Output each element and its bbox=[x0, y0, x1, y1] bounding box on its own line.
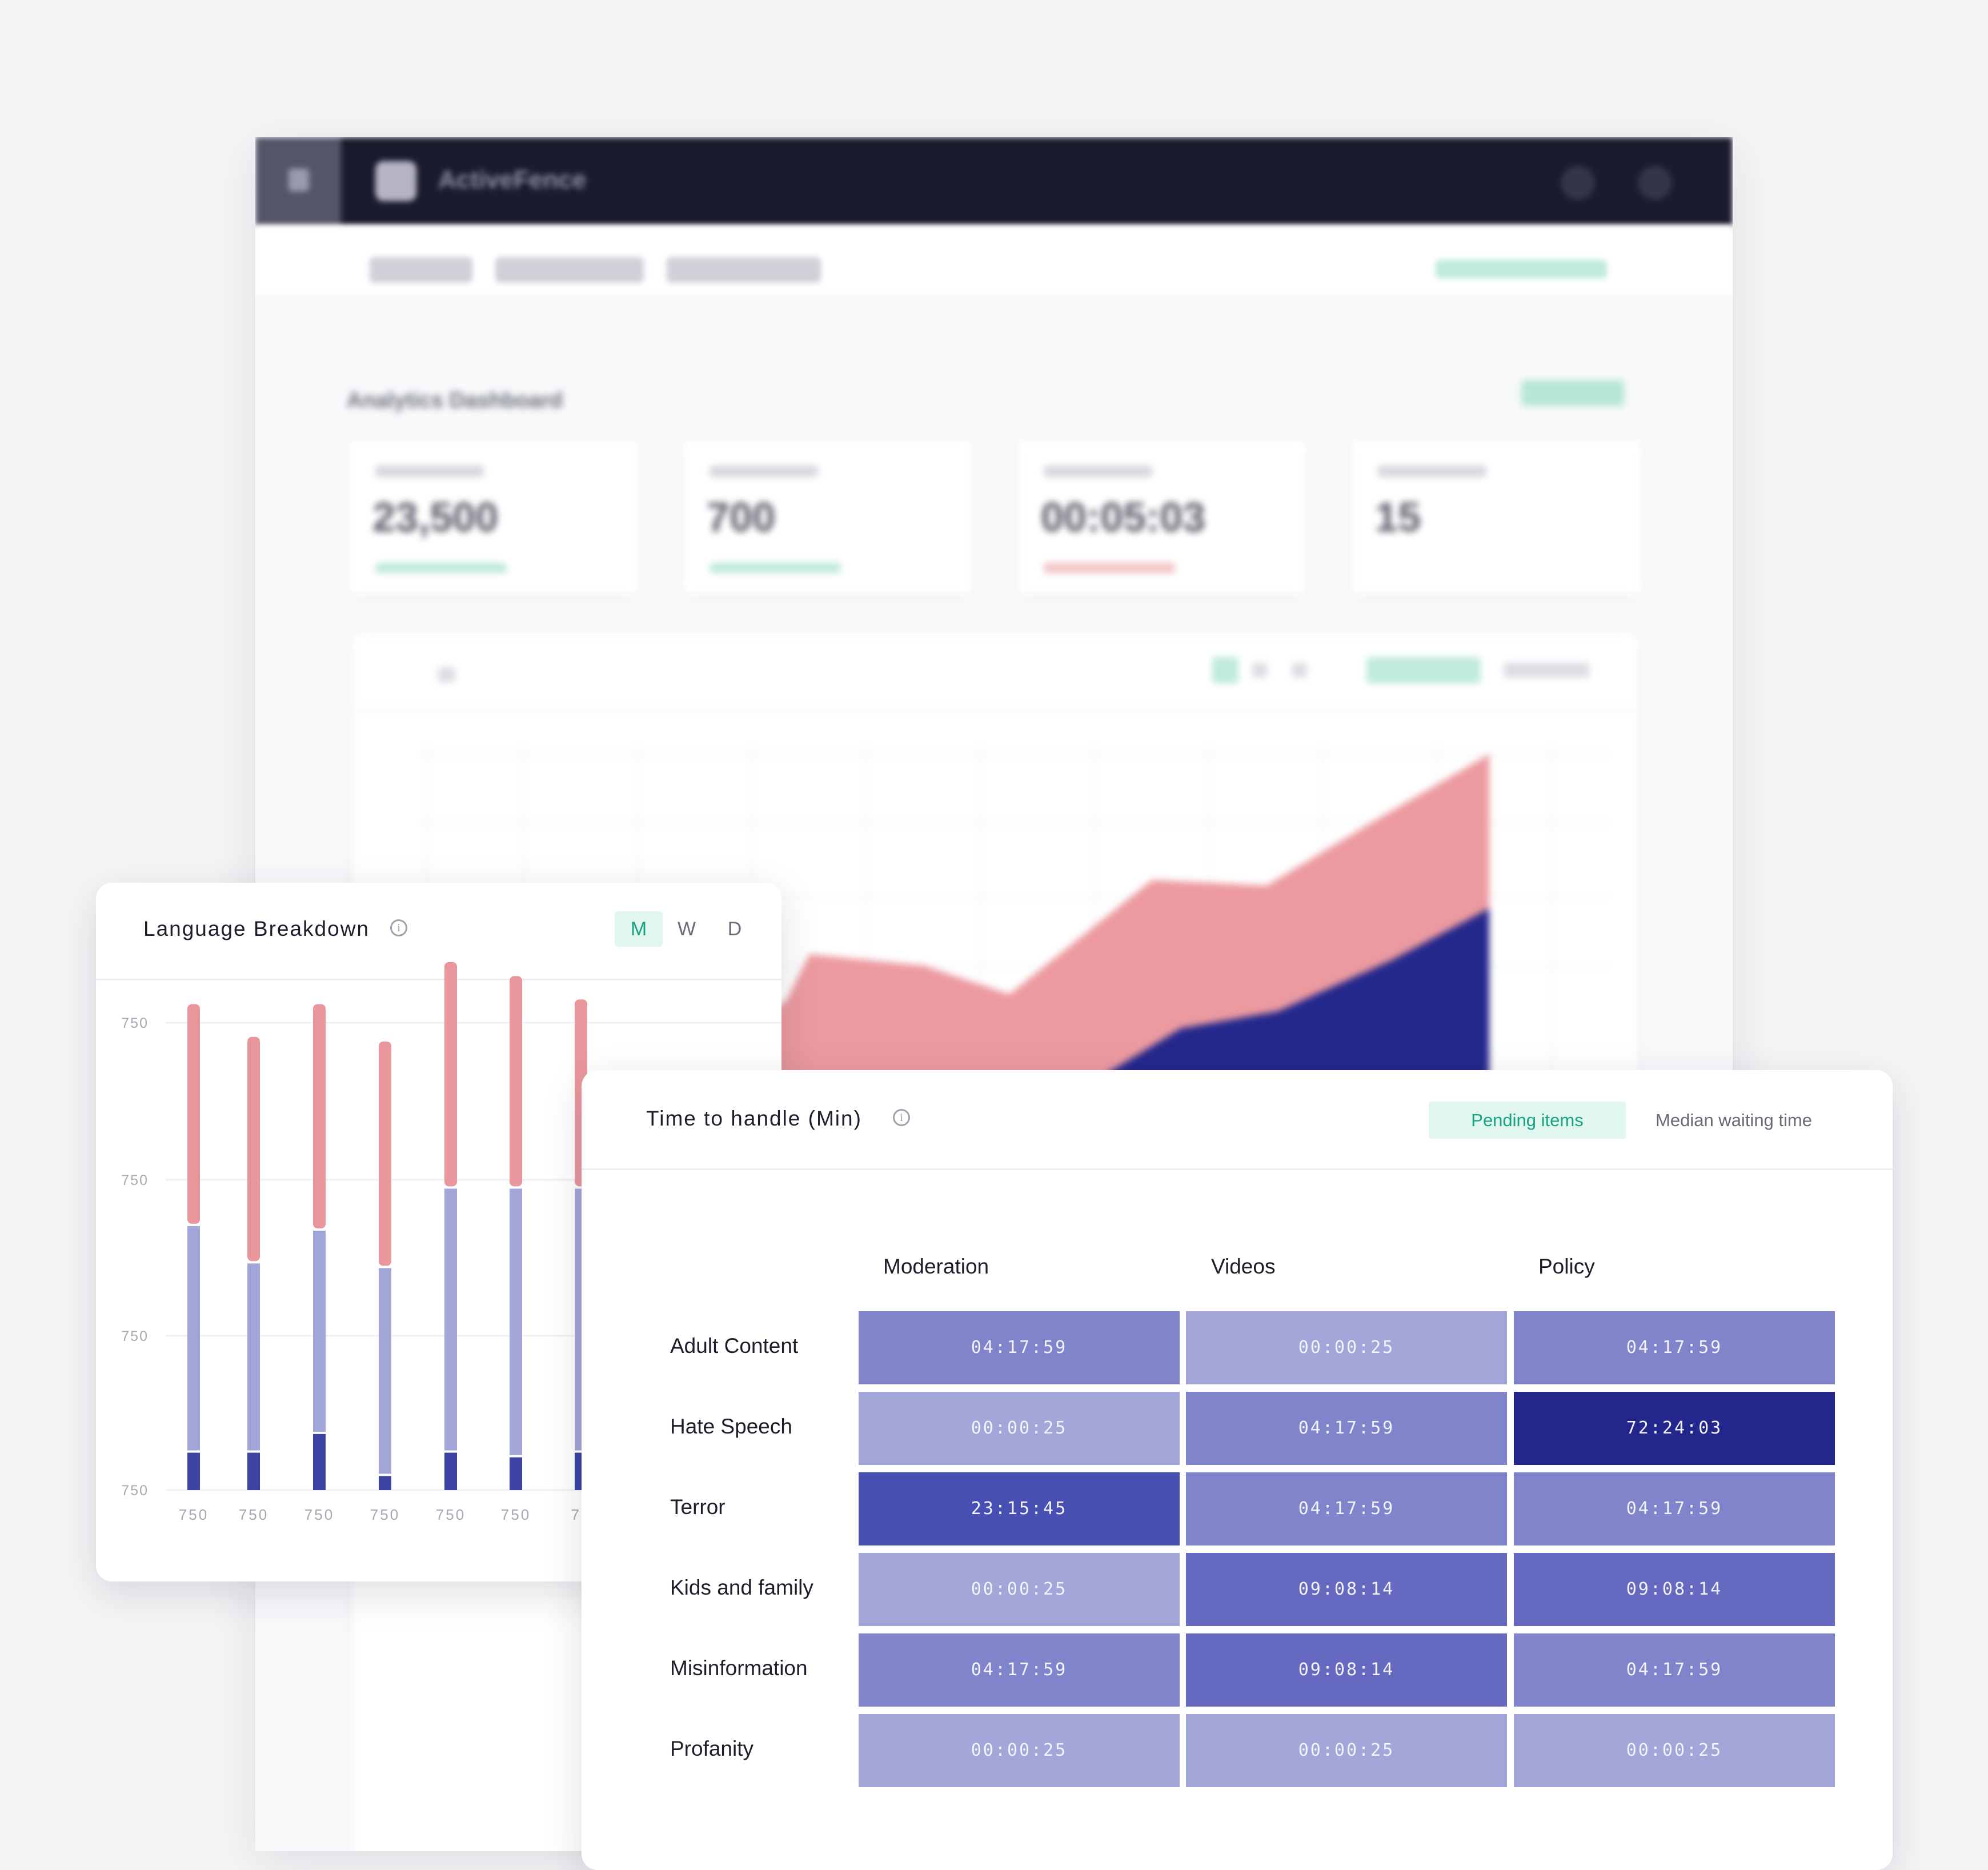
row-header: Profanity bbox=[670, 1737, 754, 1760]
stat-value: 15 bbox=[1375, 495, 1421, 540]
heatmap-cell[interactable]: 04:17:59 bbox=[859, 1311, 1180, 1384]
bar-segment-top bbox=[313, 1004, 326, 1229]
bar-segment-top bbox=[379, 1041, 391, 1266]
heatmap-cell[interactable]: 09:08:14 bbox=[1186, 1633, 1507, 1707]
bar-segment-middle bbox=[510, 1188, 522, 1455]
row-header: Adult Content bbox=[670, 1334, 799, 1358]
stat-card: 700 bbox=[684, 440, 972, 594]
bar-segment-top bbox=[444, 962, 457, 1187]
bar-segment-middle bbox=[247, 1263, 260, 1451]
menu-button[interactable] bbox=[255, 137, 341, 226]
heatmap-cell[interactable]: 00:00:25 bbox=[859, 1714, 1180, 1787]
period-day-button[interactable]: D bbox=[727, 918, 742, 940]
bar-segment-top bbox=[510, 976, 522, 1187]
heatmap-cell[interactable]: 04:17:59 bbox=[1514, 1472, 1835, 1545]
page-title: Analytics Dashboard bbox=[347, 389, 563, 413]
stat-value: 23,500 bbox=[372, 495, 499, 540]
x-tick-label: 750 bbox=[239, 1506, 268, 1523]
filter-pill[interactable] bbox=[370, 257, 472, 283]
heatmap-cell[interactable]: 00:00:25 bbox=[859, 1553, 1180, 1626]
row-header: Terror bbox=[670, 1495, 726, 1519]
stat-card: 15 bbox=[1352, 440, 1641, 594]
y-tick-label: 750 bbox=[121, 1328, 149, 1344]
bar-segment-middle bbox=[444, 1188, 457, 1451]
filter-bar bbox=[255, 226, 1733, 294]
row-header: Hate Speech bbox=[670, 1415, 792, 1438]
bar-segment-bottom bbox=[510, 1457, 522, 1490]
tab-pending-items[interactable]: Pending items bbox=[1429, 1102, 1626, 1139]
stat-value: 700 bbox=[707, 495, 776, 540]
bar-segment-bottom bbox=[379, 1476, 391, 1490]
menu-icon bbox=[288, 169, 309, 191]
app-logo-icon bbox=[375, 161, 416, 201]
card-title: Language Breakdown bbox=[143, 917, 370, 940]
heatmap-cell[interactable]: 04:17:59 bbox=[1186, 1392, 1507, 1465]
row-header: Kids and family bbox=[670, 1576, 813, 1599]
filter-pill[interactable] bbox=[495, 257, 644, 283]
column-header-policy: Policy bbox=[1538, 1255, 1595, 1278]
stat-card: 00:05:03 bbox=[1018, 440, 1306, 594]
card-header: Time to handle (Min) i Pending items Med… bbox=[582, 1070, 1893, 1170]
card-title: Time to handle (Min) bbox=[646, 1107, 862, 1130]
period-week-button[interactable]: W bbox=[677, 918, 696, 940]
filter-pill[interactable] bbox=[667, 257, 821, 283]
period-month-button[interactable]: M bbox=[615, 911, 663, 947]
bar-segment-middle bbox=[379, 1268, 391, 1474]
heatmap-cell[interactable]: 00:00:25 bbox=[1186, 1714, 1507, 1787]
chart-card-header bbox=[352, 634, 1638, 710]
heatmap-cell[interactable]: 09:08:14 bbox=[1514, 1553, 1835, 1626]
heatmap-cell[interactable]: 09:08:14 bbox=[1186, 1553, 1507, 1626]
bar-segment-middle bbox=[313, 1231, 326, 1432]
bar-segment-middle bbox=[187, 1226, 200, 1451]
app-logo-text: ActiveFence bbox=[438, 166, 587, 194]
time-to-handle-card: Time to handle (Min) i Pending items Med… bbox=[582, 1070, 1893, 1870]
stat-value: 00:05:03 bbox=[1041, 495, 1206, 540]
heatmap-cell[interactable]: 00:00:25 bbox=[859, 1392, 1180, 1465]
bar-segment-bottom bbox=[187, 1452, 200, 1490]
info-icon[interactable]: i bbox=[390, 919, 407, 936]
heatmap-cell[interactable]: 04:17:59 bbox=[1186, 1472, 1507, 1545]
column-header-moderation: Moderation bbox=[883, 1255, 989, 1278]
x-tick-label: 750 bbox=[370, 1506, 400, 1523]
bar-segment-bottom bbox=[247, 1452, 260, 1490]
heatmap-cell[interactable]: 00:00:25 bbox=[1186, 1311, 1507, 1384]
bar-segment-top bbox=[247, 1036, 260, 1262]
bar-segment-top bbox=[187, 1004, 200, 1224]
x-tick-label: 750 bbox=[304, 1506, 334, 1523]
heatmap-cell[interactable]: 23:15:45 bbox=[859, 1472, 1180, 1545]
x-tick-label: 750 bbox=[436, 1506, 466, 1523]
export-button[interactable] bbox=[1521, 380, 1624, 406]
bar-segment-bottom bbox=[444, 1452, 457, 1490]
x-tick-label: 750 bbox=[179, 1506, 209, 1523]
card-header: Language Breakdown i M W D bbox=[96, 883, 781, 980]
heatmap-cell[interactable]: 04:17:59 bbox=[1514, 1311, 1835, 1384]
column-header-videos: Videos bbox=[1211, 1255, 1276, 1278]
y-tick-label: 750 bbox=[121, 1172, 149, 1188]
notifications-icon[interactable] bbox=[1561, 166, 1595, 200]
clear-filters-link[interactable] bbox=[1436, 260, 1607, 278]
heatmap-cell[interactable]: 00:00:25 bbox=[1514, 1714, 1835, 1787]
row-header: Misinformation bbox=[670, 1656, 808, 1680]
tab-median-waiting-time[interactable]: Median waiting time bbox=[1656, 1110, 1812, 1130]
heatmap-cell[interactable]: 72:24:03 bbox=[1514, 1392, 1835, 1465]
heatmap-cell[interactable]: 04:17:59 bbox=[1514, 1633, 1835, 1707]
info-icon[interactable]: i bbox=[893, 1109, 910, 1126]
y-tick-label: 750 bbox=[121, 1483, 149, 1499]
bar-segment-bottom bbox=[313, 1433, 326, 1490]
x-tick-label: 750 bbox=[501, 1506, 531, 1523]
stat-card: 23,500 bbox=[350, 440, 638, 594]
top-navbar: ActiveFence bbox=[255, 137, 1733, 226]
user-avatar[interactable] bbox=[1638, 166, 1672, 200]
y-tick-label: 750 bbox=[121, 1015, 149, 1031]
heatmap-cell[interactable]: 04:17:59 bbox=[859, 1633, 1180, 1707]
